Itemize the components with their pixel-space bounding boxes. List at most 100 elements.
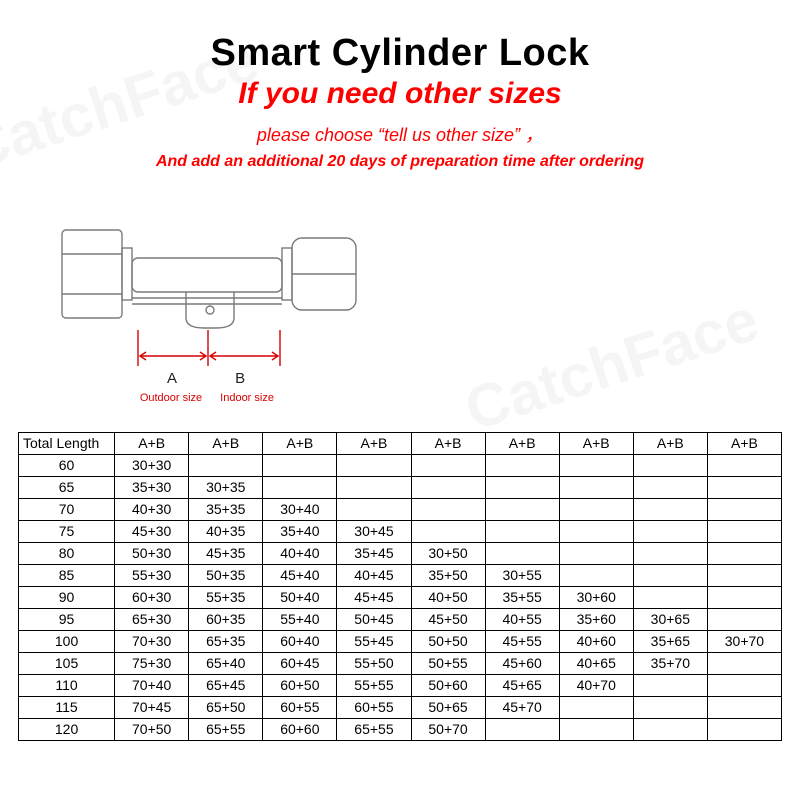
table-row: 10575+3065+4060+4555+5050+5545+6040+6535… — [19, 653, 782, 675]
dimension-labels: A B — [140, 370, 272, 387]
cell-ab — [633, 697, 707, 719]
cell-ab: 30+35 — [189, 477, 263, 499]
cell-ab: 65+55 — [189, 719, 263, 741]
table-row: 8555+3050+3545+4040+4535+5030+55 — [19, 565, 782, 587]
instruction-line-1: please choose “tell us other size” ， — [0, 121, 800, 147]
cell-ab — [633, 719, 707, 741]
cell-ab: 40+60 — [559, 631, 633, 653]
cell-total-length: 70 — [19, 499, 115, 521]
cell-ab — [633, 543, 707, 565]
cell-ab — [411, 499, 485, 521]
size-table-element: Total LengthA+BA+BA+BA+BA+BA+BA+BA+BA+B … — [18, 432, 782, 741]
page-title: Smart Cylinder Lock — [0, 32, 800, 75]
col-header-ab: A+B — [263, 433, 337, 455]
cell-ab — [559, 719, 633, 741]
cell-ab: 35+60 — [559, 609, 633, 631]
table-row: 10070+3065+3560+4055+4550+5045+5540+6035… — [19, 631, 782, 653]
cell-ab: 55+45 — [337, 631, 411, 653]
cell-ab: 65+50 — [189, 697, 263, 719]
cell-ab: 45+50 — [411, 609, 485, 631]
cell-ab: 30+55 — [485, 565, 559, 587]
size-table: Total LengthA+BA+BA+BA+BA+BA+BA+BA+BA+B … — [18, 432, 782, 741]
cell-ab: 50+45 — [337, 609, 411, 631]
cell-ab: 45+30 — [115, 521, 189, 543]
cell-ab — [189, 455, 263, 477]
cell-ab — [337, 455, 411, 477]
cell-ab: 30+45 — [337, 521, 411, 543]
cell-ab: 30+60 — [559, 587, 633, 609]
cell-ab — [411, 477, 485, 499]
cell-ab: 65+35 — [189, 631, 263, 653]
cell-ab: 45+35 — [189, 543, 263, 565]
cell-ab: 50+30 — [115, 543, 189, 565]
cell-ab: 65+30 — [115, 609, 189, 631]
cell-ab — [559, 697, 633, 719]
cell-ab: 65+40 — [189, 653, 263, 675]
cell-ab: 55+40 — [263, 609, 337, 631]
cell-ab: 75+30 — [115, 653, 189, 675]
cell-ab — [633, 499, 707, 521]
cell-ab — [337, 477, 411, 499]
cell-ab — [707, 543, 781, 565]
cell-ab: 40+45 — [337, 565, 411, 587]
cell-ab: 55+55 — [337, 675, 411, 697]
cell-total-length: 80 — [19, 543, 115, 565]
cell-ab: 45+60 — [485, 653, 559, 675]
cell-ab — [485, 477, 559, 499]
cell-ab — [707, 587, 781, 609]
cell-ab: 40+35 — [189, 521, 263, 543]
cell-ab — [485, 521, 559, 543]
cell-ab: 60+55 — [337, 697, 411, 719]
cell-ab — [707, 455, 781, 477]
cell-ab — [559, 499, 633, 521]
cell-ab: 60+50 — [263, 675, 337, 697]
cell-ab: 35+30 — [115, 477, 189, 499]
cell-ab — [707, 477, 781, 499]
cell-total-length: 90 — [19, 587, 115, 609]
cell-total-length: 85 — [19, 565, 115, 587]
cell-ab: 40+55 — [485, 609, 559, 631]
cell-ab: 30+70 — [707, 631, 781, 653]
cell-total-length: 65 — [19, 477, 115, 499]
col-header-ab: A+B — [559, 433, 633, 455]
cell-ab — [559, 455, 633, 477]
cell-ab: 30+30 — [115, 455, 189, 477]
cell-ab — [707, 675, 781, 697]
cell-ab: 40+40 — [263, 543, 337, 565]
cell-ab: 35+55 — [485, 587, 559, 609]
cell-ab: 50+70 — [411, 719, 485, 741]
cell-ab — [633, 587, 707, 609]
cell-ab: 70+40 — [115, 675, 189, 697]
cell-ab: 50+55 — [411, 653, 485, 675]
cell-ab — [485, 719, 559, 741]
cell-ab — [411, 455, 485, 477]
cell-ab — [707, 653, 781, 675]
table-body: 6030+306535+3030+357040+3035+3530+407545… — [19, 455, 782, 741]
col-header-ab: A+B — [707, 433, 781, 455]
cell-total-length: 60 — [19, 455, 115, 477]
cell-ab: 45+40 — [263, 565, 337, 587]
cell-ab — [263, 477, 337, 499]
table-row: 8050+3045+3540+4035+4530+50 — [19, 543, 782, 565]
cell-ab — [633, 521, 707, 543]
page-subtitle: If you need other sizes — [0, 77, 800, 111]
cell-total-length: 110 — [19, 675, 115, 697]
cell-ab: 60+55 — [263, 697, 337, 719]
cell-ab — [559, 521, 633, 543]
cell-ab — [263, 455, 337, 477]
cell-ab: 65+45 — [189, 675, 263, 697]
cell-ab: 35+45 — [337, 543, 411, 565]
cell-ab: 60+40 — [263, 631, 337, 653]
indoor-size-label: Indoor size — [213, 392, 281, 404]
cell-ab: 45+55 — [485, 631, 559, 653]
cell-ab — [485, 543, 559, 565]
cell-total-length: 75 — [19, 521, 115, 543]
cell-ab — [707, 565, 781, 587]
cell-ab: 40+50 — [411, 587, 485, 609]
dimension-b-label: B — [208, 370, 272, 387]
cell-ab: 35+65 — [633, 631, 707, 653]
cell-ab: 50+35 — [189, 565, 263, 587]
cell-ab: 60+60 — [263, 719, 337, 741]
cell-ab — [337, 499, 411, 521]
cell-ab: 60+45 — [263, 653, 337, 675]
